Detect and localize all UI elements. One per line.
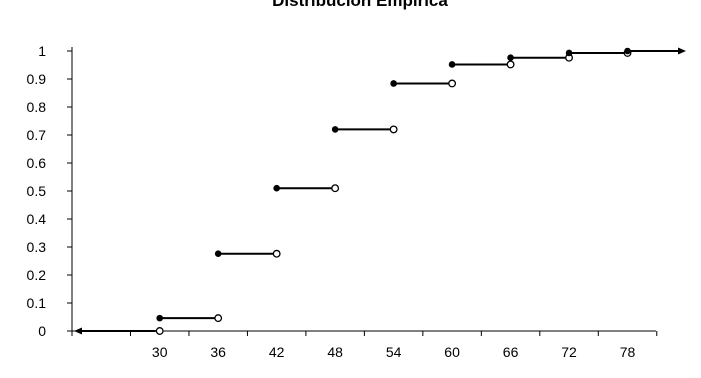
closed-point [331, 126, 339, 133]
closed-point [624, 47, 631, 55]
x-tick-label: 72 [561, 344, 577, 360]
open-point [389, 125, 398, 134]
left-ray-arrowhead [74, 327, 82, 335]
closed-point [273, 184, 280, 192]
y-tick-label: 0.3 [27, 239, 47, 255]
x-tick-label: 66 [503, 344, 519, 360]
open-point [506, 60, 515, 69]
right-ray-arrowhead [678, 47, 686, 55]
x-tick-label: 78 [620, 344, 636, 360]
open-point [448, 79, 457, 88]
y-tick-label: 0.5 [27, 183, 47, 199]
axes-group: 0 0.1 0.2 0.3 0.4 0.5 0.6 0.7 0.8 0.9 1 30 36 42 48 54 6… [27, 43, 658, 360]
y-tick-label: 0 [38, 323, 46, 339]
x-tick-label: 42 [269, 344, 285, 360]
closed-point [214, 250, 222, 258]
y-tick-label: 0.7 [27, 127, 47, 143]
y-tick-label: 0.2 [27, 267, 47, 283]
y-tick-label: 0.9 [27, 71, 47, 87]
marks-group [74, 47, 686, 335]
x-tick-label: 36 [210, 344, 226, 360]
chart-title: Distribución Empírica [272, 0, 448, 10]
x-tick-label: 30 [152, 344, 168, 360]
y-tick-label: 1 [38, 43, 46, 59]
y-tick-label: 0.4 [27, 211, 47, 227]
closed-point [156, 314, 164, 322]
x-tick-label: 48 [327, 344, 343, 360]
y-tick-label: 0.8 [27, 99, 47, 115]
x-tick-label: 60 [444, 344, 460, 360]
open-point [155, 327, 164, 335]
open-point [214, 314, 223, 323]
closed-point [390, 80, 397, 87]
y-tick-label: 0.6 [27, 155, 47, 171]
x-tick-label: 54 [386, 344, 402, 360]
closed-point [565, 49, 573, 57]
closed-point [507, 54, 514, 62]
closed-point [448, 61, 456, 68]
open-point [272, 249, 281, 258]
y-tick-label: 0.1 [27, 295, 47, 311]
open-point [331, 184, 340, 193]
